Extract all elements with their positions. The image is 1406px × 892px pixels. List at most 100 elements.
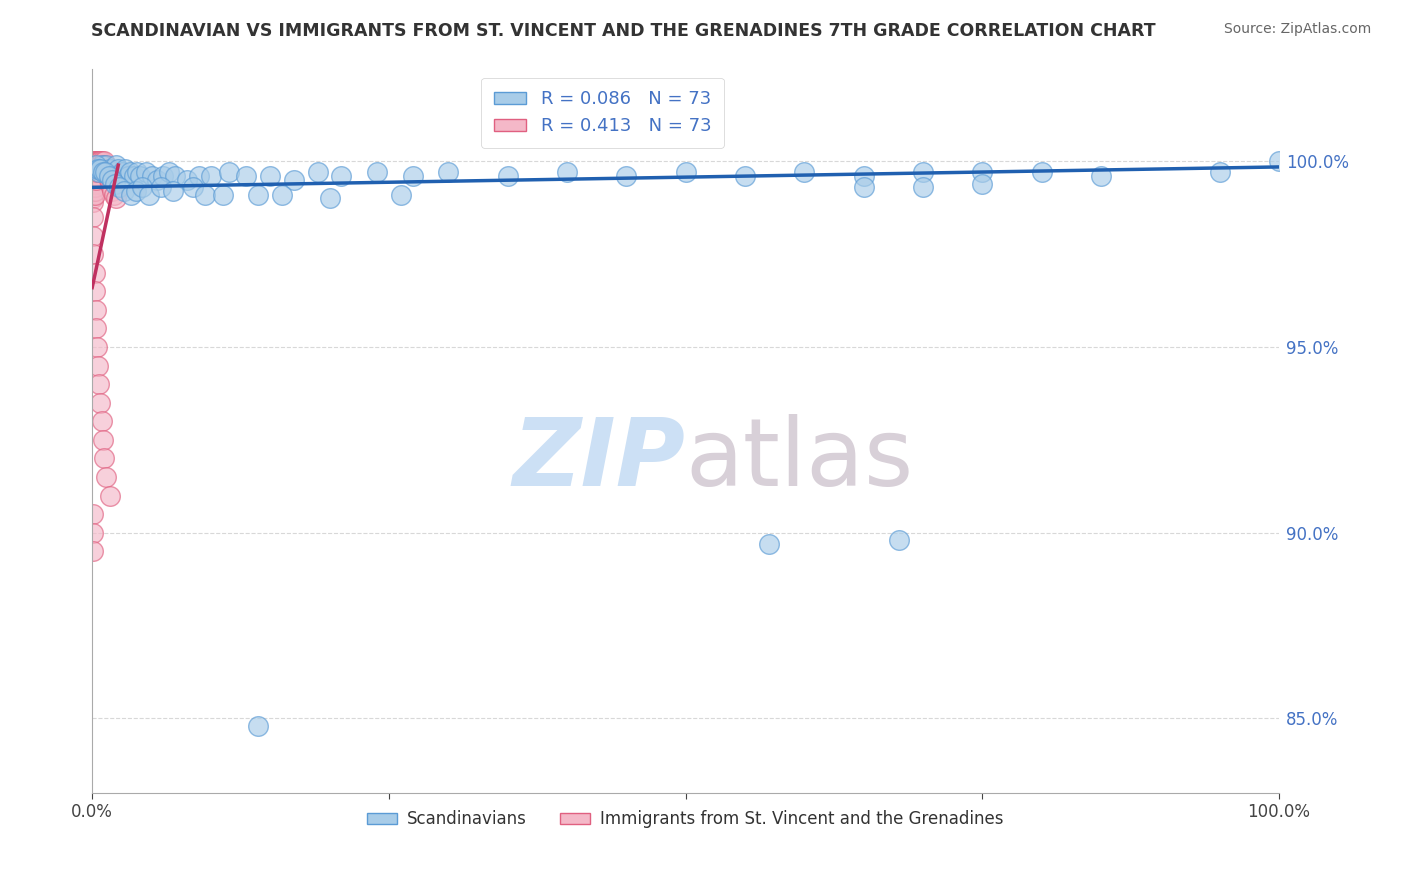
Point [366,165,388,179]
Point [734,169,756,184]
Point [83,177,105,191]
Point [87,154,110,169]
Point [89,377,111,392]
Point [89,161,111,176]
Point [82,544,104,558]
Point [86,154,108,169]
Point [887,533,910,548]
Point [89,154,111,169]
Point [82,195,104,210]
Point [82,158,104,172]
Point [90,158,112,172]
Point [87,359,110,373]
Point [84,161,107,176]
Point [614,169,637,184]
Point [1208,165,1230,179]
Point [259,169,281,184]
Point [82,247,104,261]
Point [90,414,112,428]
Point [97,169,120,184]
Point [87,158,110,172]
Point [100,180,122,194]
Point [283,173,305,187]
Point [89,161,111,176]
Point [911,165,934,179]
Point [247,187,270,202]
Point [247,719,270,733]
Point [83,180,105,194]
Point [211,187,233,202]
Point [82,177,104,191]
Point [793,165,815,179]
Point [911,180,934,194]
Point [128,169,150,184]
Point [97,173,120,187]
Point [107,161,129,176]
Point [162,184,184,198]
Point [83,165,105,179]
Point [86,161,108,176]
Point [141,169,163,184]
Point [86,158,108,172]
Point [82,507,104,521]
Point [82,161,104,176]
Point [97,169,120,184]
Point [146,173,169,187]
Point [176,173,198,187]
Point [89,165,111,179]
Point [94,165,117,179]
Point [83,154,105,169]
Point [218,165,240,179]
Point [83,187,105,202]
Point [98,489,121,503]
Point [83,184,105,198]
Point [104,192,127,206]
Point [181,180,204,194]
Legend: Scandinavians, Immigrants from St. Vincent and the Grenadines: Scandinavians, Immigrants from St. Vince… [360,804,1011,835]
Point [496,169,519,184]
Point [86,161,108,176]
Point [84,169,107,184]
Point [96,470,118,484]
Point [86,340,108,354]
Point [200,169,222,184]
Point [165,169,187,184]
Point [120,187,142,202]
Point [152,169,174,184]
Point [98,161,121,176]
Point [307,165,329,179]
Point [84,173,107,187]
Point [84,302,107,317]
Point [150,180,173,194]
Point [120,165,142,179]
Point [93,158,115,172]
Point [114,161,136,176]
Point [125,184,148,198]
Point [82,154,104,169]
Point [83,158,105,172]
Point [90,154,112,169]
Point [82,184,104,198]
Point [90,158,112,172]
Point [117,169,139,184]
Point [84,158,107,172]
Point [91,158,114,172]
Point [91,433,114,447]
Point [82,173,104,187]
Point [235,169,257,184]
Point [138,187,160,202]
Point [112,184,135,198]
Point [108,180,131,194]
Point [83,173,105,187]
Point [89,158,111,172]
Point [82,210,104,224]
Point [87,161,110,176]
Point [675,165,697,179]
Point [127,165,149,179]
Point [1090,169,1112,184]
Point [82,525,104,540]
Point [437,165,460,179]
Point [389,187,412,202]
Point [1268,154,1291,169]
Point [89,395,111,409]
